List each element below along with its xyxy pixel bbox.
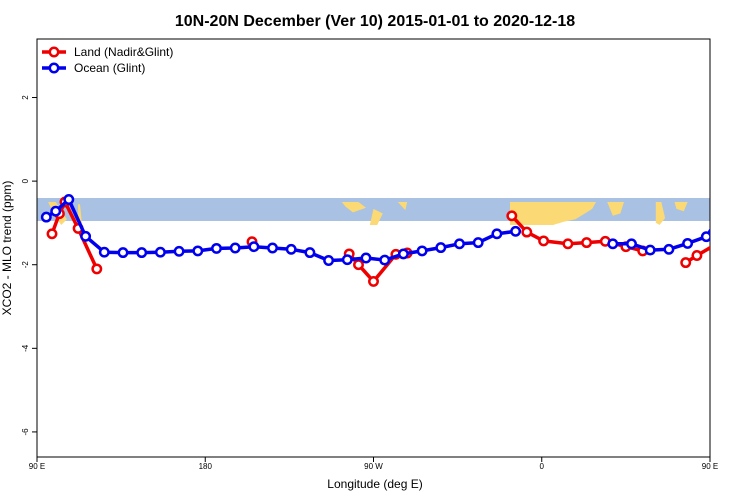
x-tick-label: 90 E — [29, 462, 45, 471]
data-point — [510, 225, 522, 237]
data-point — [248, 241, 260, 253]
data-point — [353, 259, 364, 271]
data-point — [435, 242, 447, 254]
legend: Land (Nadir&Glint) Ocean (Glint) — [42, 45, 173, 75]
series-line — [612, 227, 710, 252]
y-tick-label: 2 — [21, 95, 30, 100]
x-axis-label: Longitude (deg E) — [327, 477, 422, 491]
data-point — [607, 238, 619, 250]
data-point — [581, 237, 593, 249]
data-point — [680, 257, 692, 269]
chart-title: 10N-20N December (Ver 10) 2015-01-01 to … — [175, 13, 575, 30]
data-point — [368, 275, 379, 287]
data-point — [715, 213, 723, 221]
data-point — [538, 235, 550, 247]
data-point — [682, 237, 694, 249]
data-point — [211, 242, 222, 254]
data-point — [472, 237, 484, 249]
plot-border — [36, 38, 711, 458]
data-point — [454, 238, 465, 250]
map-band-land — [48, 202, 750, 225]
y-tick-label: -2 — [21, 261, 30, 269]
data-point — [491, 228, 503, 240]
data-point — [521, 226, 533, 238]
data-point — [117, 247, 129, 259]
data-point — [285, 243, 297, 255]
plot-frame — [36, 38, 711, 458]
data-point — [644, 244, 656, 256]
y-tick-label: -4 — [21, 344, 30, 352]
data-point — [91, 263, 103, 275]
y-axis: 2 0 -2 -4 -6 — [21, 95, 37, 436]
data-point — [700, 231, 710, 243]
map-land-shape — [716, 202, 724, 210]
x-tick-label: 180 — [199, 462, 213, 471]
legend-ocean-label: Ocean (Glint) — [74, 61, 145, 75]
data-point — [192, 245, 204, 257]
map-land-shape — [369, 208, 383, 225]
data-point — [50, 205, 62, 217]
data-point — [154, 246, 166, 258]
map-land-shape — [397, 202, 408, 211]
map-land-shape — [510, 202, 596, 225]
x-axis: 90 E 180 90 W 0 90 E — [29, 457, 718, 471]
data-point — [304, 247, 316, 259]
data-point — [728, 230, 736, 238]
x-tick-label: 90 W — [364, 462, 383, 471]
data-point — [323, 255, 335, 266]
data-point — [732, 207, 740, 215]
data-point — [743, 195, 750, 203]
data-point — [173, 245, 185, 257]
data-point — [80, 230, 92, 242]
map-land-shape — [607, 202, 624, 216]
map-land-shape — [341, 202, 366, 213]
data-point — [40, 211, 52, 223]
data-point — [416, 245, 428, 257]
legend-land-label: Land (Nadir&Glint) — [74, 45, 173, 59]
data-point — [267, 242, 278, 254]
data-point — [743, 200, 750, 208]
map-land-shape — [738, 202, 750, 225]
data-point — [360, 252, 372, 264]
data-point — [397, 248, 409, 260]
data-point — [98, 246, 110, 258]
data-point — [63, 194, 75, 205]
map-band — [37, 198, 750, 225]
legend-land-marker — [48, 46, 60, 58]
map-land-shape — [674, 202, 688, 212]
x-tick-label: 0 — [540, 462, 545, 471]
data-point — [136, 247, 148, 259]
data-point — [379, 254, 391, 266]
data-point — [46, 228, 58, 240]
data-point — [506, 210, 518, 222]
series-ocean — [40, 194, 750, 266]
y-axis-label: XCO2 - MLO trend (ppm) — [0, 181, 14, 316]
data-point — [626, 238, 637, 250]
y-tick-label: -6 — [21, 428, 30, 436]
x-tick-label: 90 E — [702, 462, 718, 471]
legend-ocean-marker — [48, 62, 60, 74]
data-point — [663, 243, 675, 255]
data-point — [229, 242, 241, 254]
data-point — [691, 250, 703, 261]
series-layer — [40, 194, 750, 287]
data-point — [341, 254, 353, 266]
map-land-shape — [655, 202, 666, 225]
data-point — [562, 238, 574, 250]
y-tick-label: 0 — [21, 178, 30, 183]
